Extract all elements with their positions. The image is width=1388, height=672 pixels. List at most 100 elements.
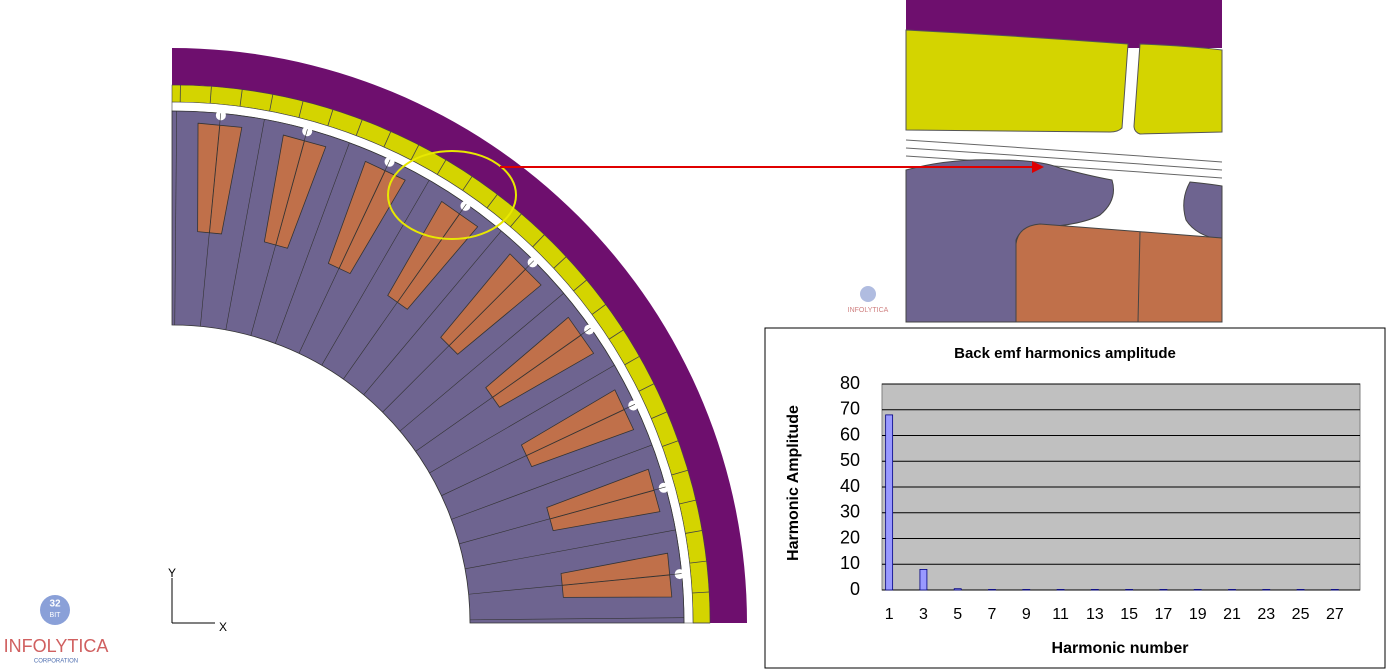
- chart-title: Back emf harmonics amplitude: [954, 345, 1176, 362]
- magnet-divider: [209, 86, 212, 104]
- magnet-divider: [553, 256, 567, 269]
- zoom-inset: [905, 0, 1223, 323]
- stator-coil: [197, 122, 243, 235]
- magnet-divider: [685, 530, 703, 534]
- y-tick-label: 20: [840, 527, 860, 547]
- inset-coil-divider: [1137, 231, 1141, 323]
- inset-magnet: [1133, 43, 1223, 135]
- magnet-divider: [436, 159, 447, 175]
- bar: [919, 569, 928, 591]
- tooth-line: [200, 113, 222, 327]
- x-tick-label: 21: [1223, 606, 1241, 623]
- y-tick-label: 0: [850, 579, 860, 599]
- stator-coil: [521, 389, 635, 468]
- logo-badge-sub: BIT: [50, 612, 62, 619]
- x-tick-label: 11: [1052, 606, 1069, 623]
- magnet-divider: [462, 176, 473, 191]
- stator-coil: [327, 160, 406, 274]
- logo-badge-text: 32: [49, 599, 61, 610]
- bar: [1330, 589, 1339, 591]
- magnet-divider: [510, 213, 522, 228]
- bar: [1193, 589, 1202, 591]
- logo-small-badge: [860, 286, 876, 302]
- axis-y-label: Y: [168, 566, 176, 580]
- magnet-divider: [383, 131, 392, 148]
- y-tick-label: 30: [840, 502, 860, 522]
- slot-opening: [628, 400, 639, 411]
- tooth-line: [321, 180, 430, 366]
- zoom-arrowhead: [1032, 161, 1044, 173]
- bar: [1228, 589, 1236, 591]
- tooth-line: [343, 203, 467, 380]
- bar: [1262, 589, 1271, 591]
- bar: [1090, 589, 1099, 591]
- bar: [1056, 589, 1065, 591]
- inset-magnet: [905, 29, 1129, 133]
- y-tick-label: 70: [840, 399, 860, 419]
- bar: [1125, 589, 1134, 591]
- x-tick-label: 5: [953, 606, 962, 623]
- logo-small-text: INFOLYTICA: [848, 307, 889, 314]
- tooth-line: [469, 617, 684, 621]
- x-axis-title: Harmonic number: [1052, 640, 1189, 657]
- stator-coil: [485, 316, 595, 408]
- slot-opening: [215, 110, 226, 121]
- chart: Back emf harmonics amplitude Harmonic nu…: [764, 327, 1386, 669]
- tooth-line: [174, 111, 177, 326]
- magnet-divider: [679, 499, 696, 505]
- bar: [885, 414, 894, 591]
- logo-sub: CORPORATION: [34, 659, 78, 665]
- tooth-line: [225, 119, 265, 330]
- magnet-divider: [689, 560, 707, 564]
- magnet-divider: [662, 440, 679, 447]
- rotor-ring: [172, 48, 747, 623]
- slot-opening: [460, 200, 471, 211]
- y-axis-title: Harmonic Amplitude: [785, 405, 802, 561]
- tooth-line: [399, 292, 564, 432]
- tooth-line: [382, 260, 535, 413]
- tooth-line: [415, 327, 591, 452]
- magnet-divider: [269, 94, 274, 112]
- slot-opening: [302, 126, 313, 137]
- magnet-divider: [692, 591, 710, 594]
- magnet-divider: [327, 109, 334, 126]
- inset-tooth: [1183, 181, 1223, 241]
- bar: [953, 588, 962, 591]
- x-tick-label: 25: [1292, 606, 1310, 623]
- x-tick-label: 27: [1326, 606, 1344, 623]
- slot-opening: [384, 156, 395, 167]
- bar: [1159, 589, 1168, 591]
- bar: [988, 589, 996, 591]
- tooth-line: [250, 129, 308, 336]
- magnet-divider: [355, 119, 363, 136]
- tooth-line: [451, 444, 653, 520]
- magnet-divider: [298, 101, 304, 118]
- x-tick-label: 9: [1022, 606, 1031, 623]
- tooth-line: [298, 159, 391, 354]
- slot-opening: [658, 482, 669, 493]
- y-tick-label: 80: [840, 373, 860, 393]
- magnet-divider: [532, 234, 545, 248]
- tooth-line: [274, 142, 350, 344]
- motor-diagram: [171, 48, 747, 624]
- y-tick-label: 10: [840, 553, 860, 573]
- x-tick-label: 13: [1086, 606, 1104, 623]
- inset-coil: [1015, 223, 1223, 323]
- magnet-divider: [624, 356, 640, 366]
- stator-coil: [263, 134, 327, 249]
- x-tick-label: 19: [1189, 606, 1207, 623]
- x-tick-label: 7: [988, 606, 997, 623]
- tooth-line: [363, 230, 502, 395]
- stator-coil: [546, 468, 661, 532]
- magnet-divider: [591, 304, 606, 315]
- slot-opening: [527, 257, 538, 268]
- y-tick-label: 50: [840, 450, 860, 470]
- zoom-marker: [387, 150, 517, 240]
- magnet-divider: [410, 144, 420, 161]
- y-tick-label: 40: [840, 476, 860, 496]
- tooth-line: [459, 486, 666, 545]
- y-tick-label: 60: [840, 424, 860, 444]
- logo-badge: [40, 595, 70, 625]
